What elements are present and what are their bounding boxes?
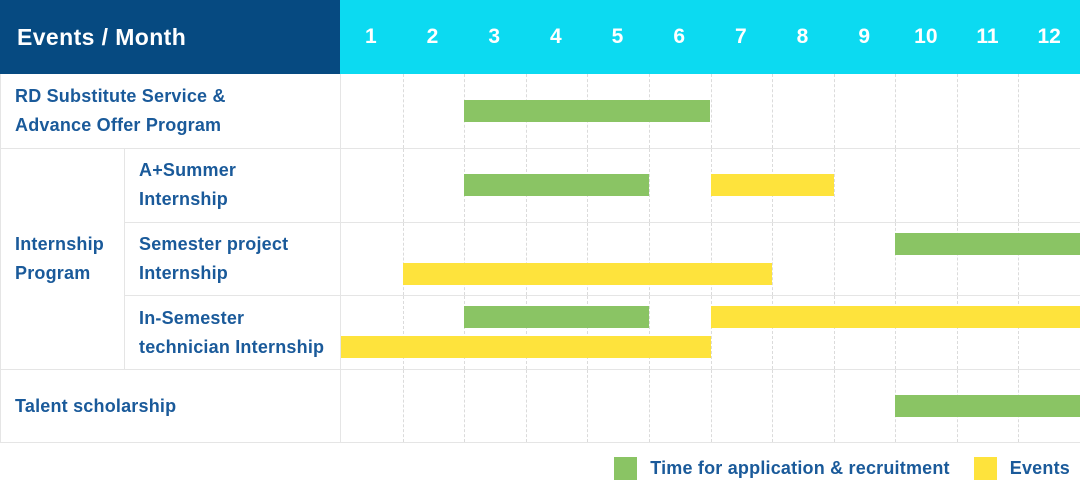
yellow-gantt-bar bbox=[341, 336, 711, 359]
month-header-2: 2 bbox=[426, 25, 439, 48]
month-gridline bbox=[833, 148, 835, 222]
table-header-title: Events / Month bbox=[17, 23, 187, 50]
month-gridline bbox=[648, 370, 650, 442]
group-label-text: Internship Program bbox=[15, 233, 105, 283]
month-header-9: 9 bbox=[858, 25, 870, 48]
row-label-text: Semester project Internship bbox=[139, 233, 289, 283]
green-gantt-bar bbox=[464, 306, 649, 329]
month-gridline bbox=[464, 222, 466, 296]
month-gridline bbox=[587, 222, 589, 296]
legend-label: Events bbox=[1009, 458, 1070, 478]
month-gridline bbox=[956, 222, 958, 296]
month-gridline bbox=[956, 148, 958, 222]
month-gridline bbox=[895, 222, 897, 296]
month-gridline bbox=[525, 222, 527, 296]
month-gridline bbox=[772, 222, 774, 296]
month-gridline bbox=[464, 370, 466, 442]
month-header-7: 7 bbox=[734, 25, 747, 48]
row-label-text: RD Substitute Service & Advance Offer Pr… bbox=[15, 85, 226, 135]
month-gridline bbox=[710, 222, 712, 296]
month-gridline bbox=[772, 296, 774, 370]
green-swatch-icon bbox=[614, 457, 638, 480]
month-header-5: 5 bbox=[611, 25, 624, 48]
month-gridline bbox=[895, 296, 897, 370]
legend-item-application-recruitment: Time for application & recruitment bbox=[614, 457, 950, 480]
table-header-title-cell: Events / Month bbox=[0, 0, 340, 74]
legend: Time for application & recruitment Event… bbox=[0, 443, 1080, 494]
month-gridline bbox=[402, 222, 404, 296]
row-label-text: In-Semester technician Internship bbox=[139, 307, 325, 357]
month-gridline bbox=[464, 296, 466, 370]
month-header-6: 6 bbox=[673, 25, 685, 48]
row-label-in-semester-technician-internship: In-Semester technician Internship bbox=[124, 295, 340, 370]
month-gridline bbox=[956, 74, 958, 148]
month-gridline bbox=[772, 370, 774, 442]
month-gridline bbox=[525, 370, 527, 442]
row-label-a-summer-internship: A+Summer Internship bbox=[124, 147, 340, 222]
yellow-gantt-bar bbox=[710, 174, 834, 197]
month-gridline bbox=[1018, 148, 1020, 222]
month-gridline bbox=[833, 370, 835, 442]
row-chart-in-semester-technician-internship bbox=[340, 295, 1080, 370]
month-gridline bbox=[402, 296, 404, 370]
month-gridline bbox=[710, 370, 712, 442]
month-header-10: 10 bbox=[914, 25, 938, 48]
month-gridline bbox=[710, 74, 712, 148]
month-gridline bbox=[525, 296, 527, 370]
month-gridline bbox=[1018, 222, 1020, 296]
month-gridline bbox=[648, 222, 650, 296]
month-header-11: 11 bbox=[976, 25, 999, 48]
green-gantt-bar bbox=[895, 232, 1080, 255]
green-gantt-bar bbox=[464, 99, 711, 122]
month-gridline bbox=[833, 222, 835, 296]
month-gridline bbox=[895, 148, 897, 222]
month-gridline bbox=[587, 370, 589, 442]
legend-label: Time for application & recruitment bbox=[650, 458, 950, 478]
green-gantt-bar bbox=[895, 395, 1080, 418]
month-gridline bbox=[710, 296, 712, 370]
row-chart-a-summer-internship bbox=[340, 147, 1080, 222]
month-header-4: 4 bbox=[549, 25, 562, 48]
month-header-8: 8 bbox=[796, 25, 809, 48]
row-chart-talent-scholarship bbox=[340, 369, 1080, 443]
month-gridline bbox=[587, 296, 589, 370]
month-gridline bbox=[402, 148, 404, 222]
yellow-swatch-icon bbox=[973, 457, 997, 480]
row-label-talent-scholarship: Talent scholarship bbox=[0, 369, 340, 443]
month-gridline bbox=[402, 370, 404, 442]
month-gridline bbox=[648, 296, 650, 370]
month-header-1: 1 bbox=[364, 25, 377, 48]
month-gridline bbox=[402, 74, 404, 148]
yellow-gantt-bar bbox=[402, 262, 773, 285]
yellow-gantt-bar bbox=[710, 306, 1080, 329]
green-gantt-bar bbox=[464, 174, 649, 197]
month-header-12: 12 bbox=[1037, 25, 1061, 48]
row-label-text: Talent scholarship bbox=[15, 395, 177, 416]
month-header-row: 1 2 3 4 5 6 7 8 9 10 11 12 bbox=[340, 0, 1080, 74]
row-chart-semester-project-internship bbox=[340, 221, 1080, 296]
group-label-internship-program: Internship Program bbox=[0, 147, 124, 370]
month-gridline bbox=[1018, 74, 1020, 148]
month-gridline bbox=[833, 74, 835, 148]
row-chart-rd-substitute bbox=[340, 74, 1080, 148]
month-gridline bbox=[956, 296, 958, 370]
month-gridline bbox=[833, 296, 835, 370]
legend-item-events: Events bbox=[973, 457, 1070, 480]
row-label-rd-substitute: RD Substitute Service & Advance Offer Pr… bbox=[0, 74, 340, 148]
month-header-3: 3 bbox=[488, 25, 500, 48]
events-month-table: Events / Month 1 2 3 4 5 6 7 8 9 10 11 12 RD Substi… bbox=[0, 0, 1080, 443]
month-gridline bbox=[772, 74, 774, 148]
month-gridline bbox=[648, 148, 650, 222]
row-label-text: A+Summer Internship bbox=[139, 160, 237, 210]
row-label-semester-project-internship: Semester project Internship bbox=[124, 221, 340, 296]
month-gridline bbox=[895, 74, 897, 148]
month-gridline bbox=[1018, 296, 1020, 370]
